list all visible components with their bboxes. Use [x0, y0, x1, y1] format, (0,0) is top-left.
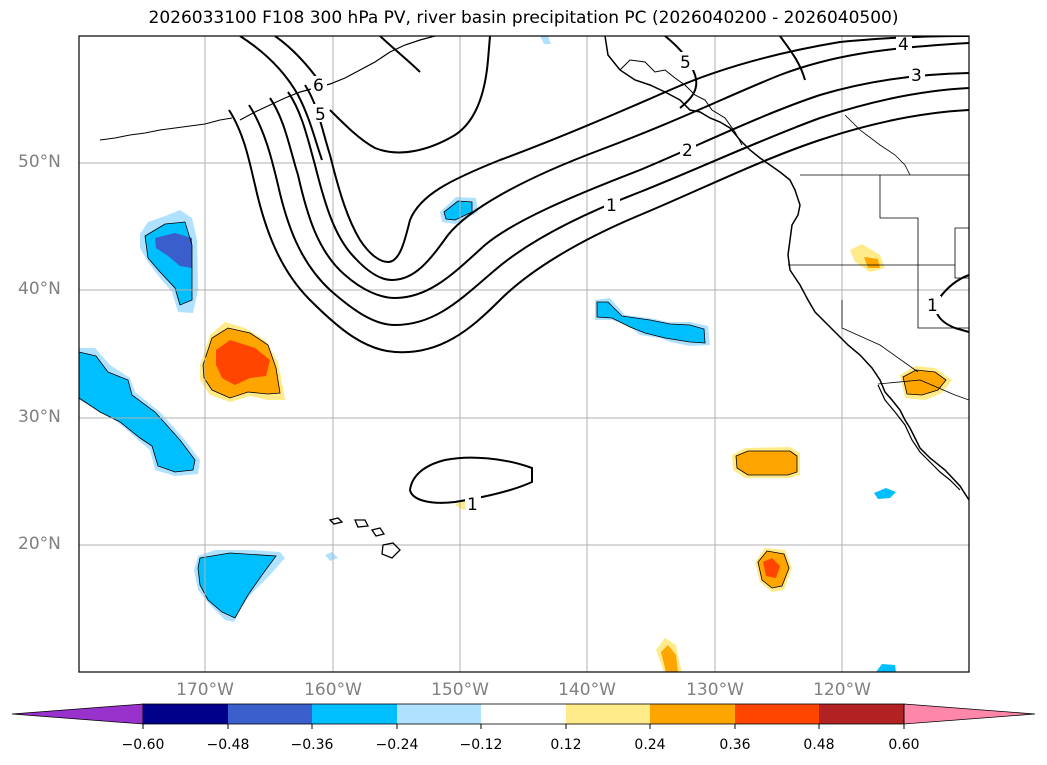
precip-area-neg-small-4: [325, 552, 338, 561]
colorbar-segment-8: [735, 704, 819, 724]
pv-label-5-west: 5: [315, 105, 326, 125]
pv-label-1-hawaii: 1: [467, 495, 478, 515]
colorbar-tick-label: 0.36: [719, 737, 751, 753]
precip-area-pos-117w-33n-core: [903, 370, 946, 395]
colorbar-tick-label: −0.12: [459, 737, 503, 753]
pv-label-1-jet: 1: [606, 196, 617, 216]
precip-positive-areas: [200, 244, 952, 672]
map-title: 2026033100 F108 300 hPa PV, river basin …: [148, 8, 899, 28]
pv-contour-upper-3: [664, 36, 698, 109]
pv-contour-4: [287, 42, 969, 282]
colorbar: [11, 703, 1036, 729]
pv-contour-3: [269, 72, 969, 300]
precip-area-neg-small-2: [876, 664, 896, 672]
precip-area-pos-126w-27n-core: [736, 451, 797, 475]
coastline-north-america: [604, 36, 969, 501]
precip-outlines: [79, 200, 947, 619]
precip-shading: [79, 36, 952, 672]
precip-area-neg-small-1: [874, 488, 896, 499]
coastlines: [99, 36, 969, 559]
pv-contour-2: [248, 87, 969, 327]
colorbar-tick-label: −0.48: [206, 737, 250, 753]
pv-label-6: 6: [313, 76, 324, 96]
state-borders: [788, 114, 969, 401]
colorbar-extend-high: [903, 703, 1036, 725]
precip-area-neg-small-3: [540, 36, 551, 44]
precip-area-pos-126w-18n-core: [763, 558, 780, 578]
precip-area-pos-166w-34n-core: [216, 340, 270, 385]
colorbar-tick-label: −0.24: [375, 737, 419, 753]
coastline-aleutians: [99, 117, 233, 141]
colorbar-segment-5: [481, 704, 566, 724]
precip-area-pos-133w-12n-core: [661, 645, 678, 672]
colorbar-segment-6: [566, 704, 650, 724]
lon-label-130w: 130°W: [686, 680, 744, 700]
pv-contour-5: [304, 36, 969, 264]
colorbar-tick-label: −0.60: [121, 737, 165, 753]
colorbar-segment-2: [228, 704, 312, 724]
colorbar-segment-4: [397, 704, 481, 724]
pv-label-4: 4: [898, 35, 909, 55]
pv-contour-upper-2: [379, 36, 421, 73]
pv-label-1-east: 1: [927, 296, 938, 316]
colorbar-tick-label: 0.24: [634, 737, 666, 753]
pv-contour-upper-1: [329, 36, 491, 154]
colorbar-extend-low: [11, 703, 144, 725]
lon-label-160w: 160°W: [304, 680, 362, 700]
colorbar-tick-label: 0.60: [888, 737, 920, 753]
pv-contour-hawaii: [408, 456, 533, 504]
precip-area-neg-135w-38n-core: [597, 302, 705, 343]
pv-contours: [228, 36, 969, 504]
coastline-alaska: [239, 36, 436, 121]
pv-label-3: 3: [911, 66, 922, 86]
map-frame: [78, 35, 970, 673]
lon-label-120w: 120°W: [813, 680, 871, 700]
colorbar-segment-7: [650, 704, 735, 724]
graticule: [79, 36, 969, 672]
lon-label-140w: 140°W: [558, 680, 616, 700]
coastline-baja: [877, 384, 961, 491]
precip-area-neg-168w-18n-core: [198, 553, 276, 618]
pv-label-2: 2: [682, 141, 693, 161]
colorbar-tick-label: 0.12: [550, 737, 582, 753]
colorbar-tick-label: 0.48: [803, 737, 835, 753]
lat-label-30n: 30°N: [18, 407, 61, 427]
precip-area-neg-west-30n-core: [79, 352, 195, 472]
lat-label-50n: 50°N: [18, 152, 61, 172]
pv-contour-upper-4: [779, 36, 806, 81]
colorbar-tick-label: −0.36: [290, 737, 334, 753]
colorbar-segment-9: [819, 704, 904, 724]
colorbar-segment-1: [143, 704, 228, 724]
lon-label-150w: 150°W: [431, 680, 489, 700]
lat-label-40n: 40°N: [18, 279, 61, 299]
lon-label-170w: 170°W: [176, 680, 234, 700]
hawaii-islands: [328, 517, 401, 559]
pv-label-5-east: 5: [680, 53, 691, 73]
pv-contour-labels: 6 5 5 4 3 2 1 1 1: [311, 34, 941, 515]
lat-label-20n: 20°N: [18, 534, 61, 554]
colorbar-segment-3: [312, 704, 397, 724]
pv-contour-6: [239, 36, 323, 161]
precip-negative-areas: [79, 36, 896, 672]
precip-area-neg-170w-45n-deep: [155, 233, 192, 268]
coastline-se-alaska: [619, 59, 743, 146]
pv-contour-1: [228, 109, 969, 354]
